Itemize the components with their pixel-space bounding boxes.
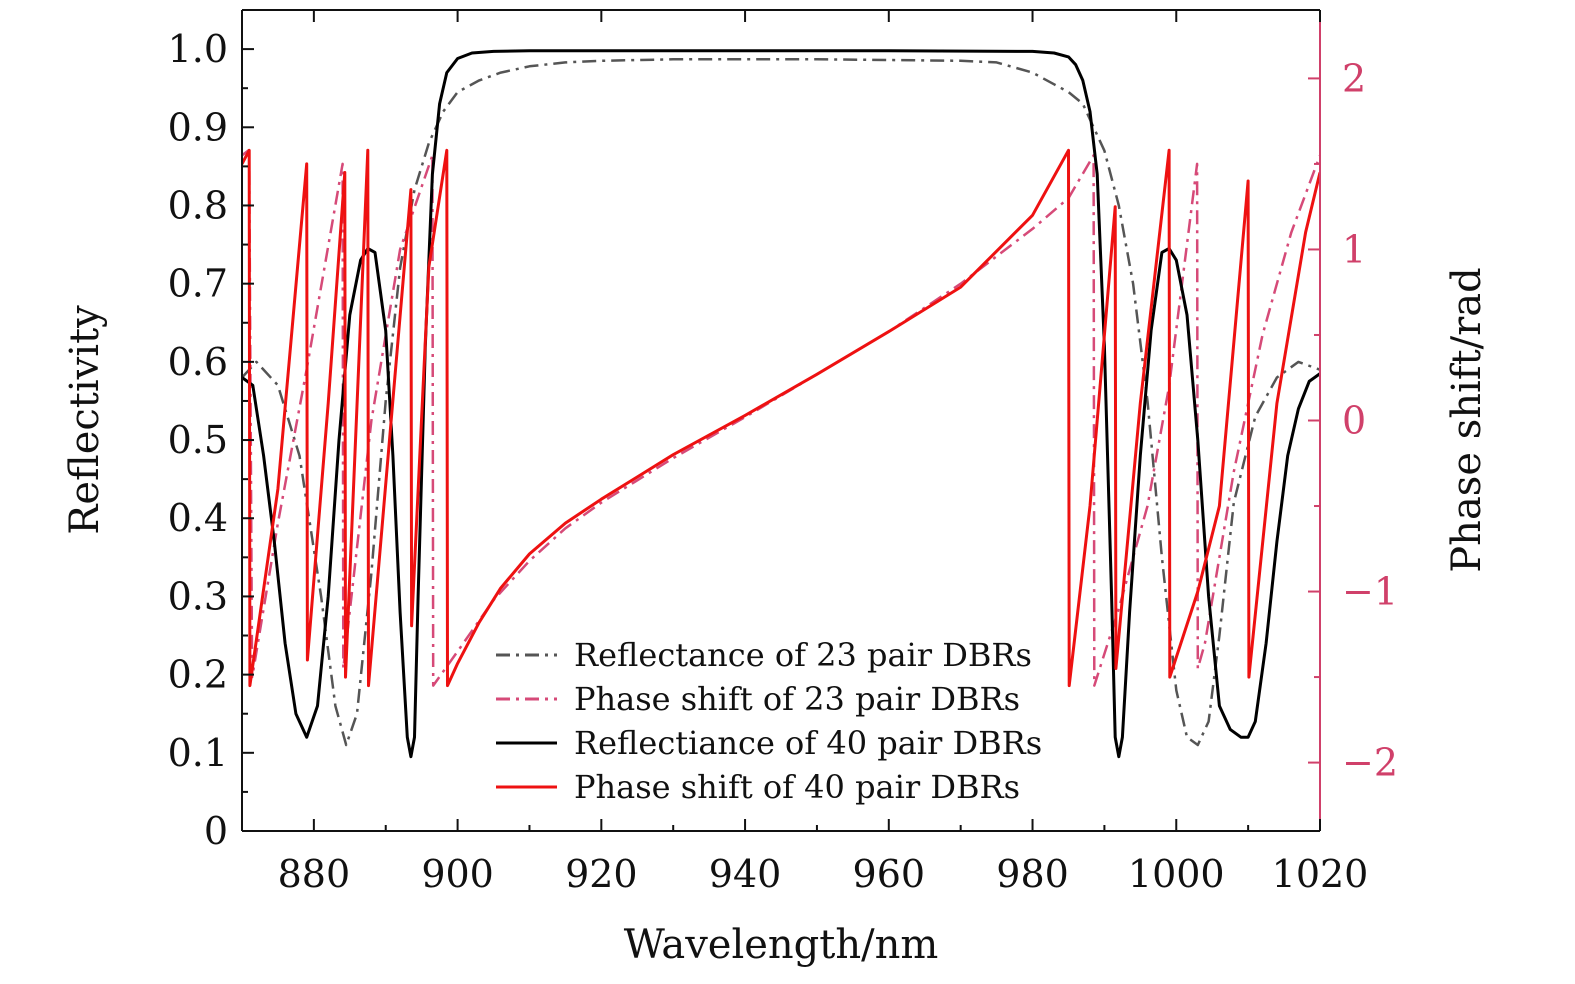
legend-label-r40: Reflectiance of 40 pair DBRs xyxy=(574,724,1042,762)
x-tick-label: 1020 xyxy=(1272,852,1369,896)
x-tick-label: 920 xyxy=(565,852,638,896)
y-tick-label: 0.9 xyxy=(168,105,228,149)
legend-label-r23: Reflectance of 23 pair DBRs xyxy=(574,636,1032,674)
x-tick-label: 880 xyxy=(278,852,351,896)
y2-tick-label: −1 xyxy=(1342,570,1398,614)
x-tick-label: 900 xyxy=(421,852,494,896)
y-tick-label: 0.7 xyxy=(168,262,228,306)
legend-label-p40: Phase shift of 40 pair DBRs xyxy=(574,768,1020,806)
series-layer xyxy=(242,49,1320,759)
y-tick-label: 0.5 xyxy=(168,418,228,462)
y2-axis-title: Phase shift/rad xyxy=(1444,267,1490,572)
series-reflectance-40 xyxy=(242,49,1320,759)
y-tick-label: 0.8 xyxy=(168,183,228,227)
legend: Reflectance of 23 pair DBRs Phase shift … xyxy=(496,636,1042,806)
x-tick-label: 960 xyxy=(853,852,926,896)
x-tick-label: 940 xyxy=(709,852,782,896)
legend-label-p23: Phase shift of 23 pair DBRs xyxy=(574,680,1020,718)
y-axis-title: Reflectivity xyxy=(62,305,108,535)
y-tick-label: 0.3 xyxy=(168,574,228,618)
x-axis-title: Wavelength/nm xyxy=(624,922,939,968)
series-phase-23 xyxy=(242,149,1320,687)
x-tick-label: 1000 xyxy=(1128,852,1225,896)
y-tick-label: 0.6 xyxy=(168,340,228,384)
series-phase-40 xyxy=(242,148,1320,688)
series-reflectance-23 xyxy=(242,58,1320,747)
y2-tick-label: 0 xyxy=(1342,399,1366,443)
x-tick-label: 980 xyxy=(996,852,1069,896)
ticks-layer: 880 900 920 940 960 980 1000 1020 0 0.1 0.2 0.3 0.4 0… xyxy=(168,9,1398,896)
y-tick-label: 0.2 xyxy=(168,653,228,697)
y2-tick-label: −2 xyxy=(1342,741,1398,785)
y-tick-label: 0.1 xyxy=(168,731,228,775)
axes-layer xyxy=(241,9,1321,832)
y-tick-label: 1.0 xyxy=(168,27,228,71)
y2-tick-label: 2 xyxy=(1342,56,1366,100)
y-tick-label: 0 xyxy=(204,809,228,853)
y2-tick-label: 1 xyxy=(1342,227,1366,271)
y-tick-label: 0.4 xyxy=(168,496,228,540)
